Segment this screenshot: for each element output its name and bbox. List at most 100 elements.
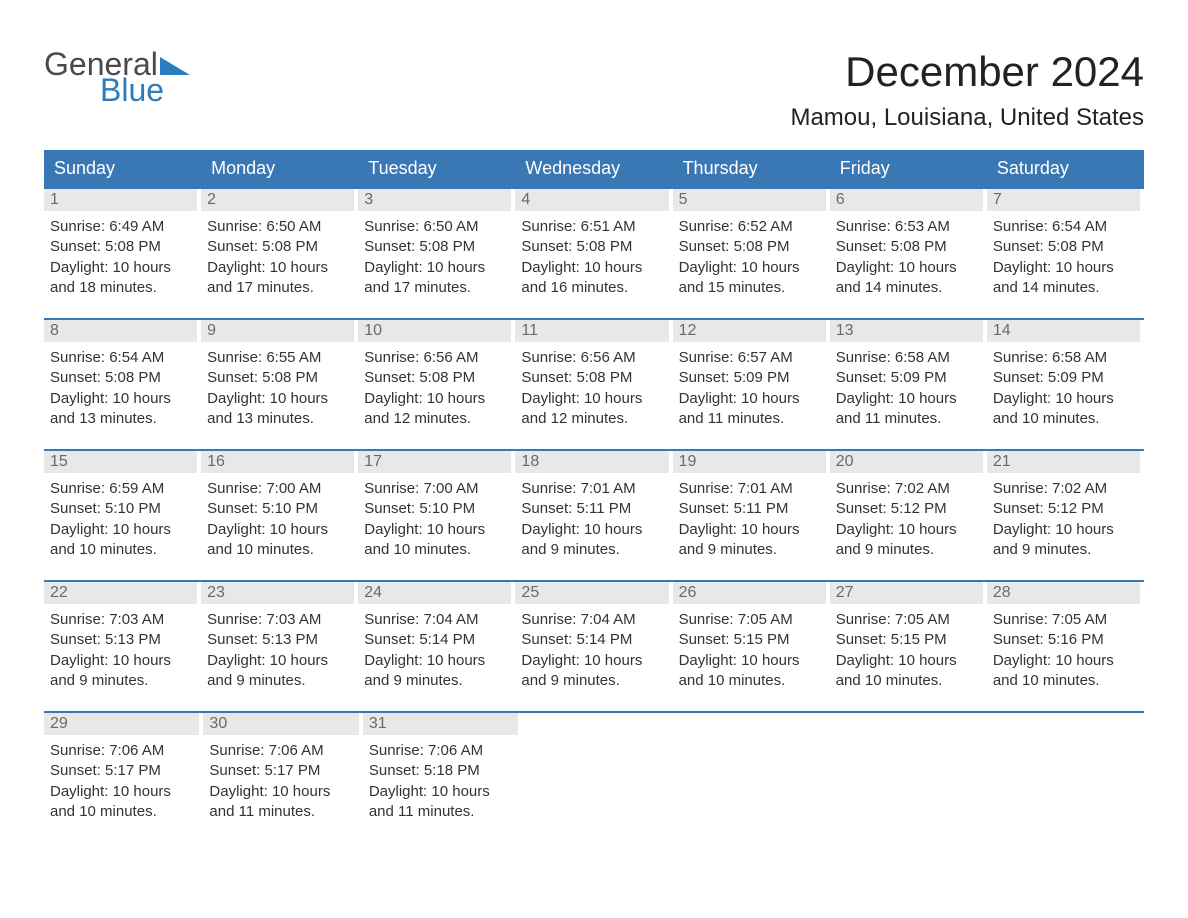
day-content: Sunrise: 6:56 AMSunset: 5:08 PMDaylight:… [358,342,511,433]
day-number: 3 [358,189,511,211]
day-content: Sunrise: 6:59 AMSunset: 5:10 PMDaylight:… [44,473,197,564]
day-cell: 12Sunrise: 6:57 AMSunset: 5:09 PMDayligh… [673,320,830,433]
day-cell: 19Sunrise: 7:01 AMSunset: 5:11 PMDayligh… [673,451,830,564]
day-number: 26 [673,582,826,604]
day-cell: 26Sunrise: 7:05 AMSunset: 5:15 PMDayligh… [673,582,830,695]
week-row: 1Sunrise: 6:49 AMSunset: 5:08 PMDaylight… [44,187,1144,302]
day-number: 5 [673,189,826,211]
day-number: 12 [673,320,826,342]
day-content: Sunrise: 7:06 AMSunset: 5:18 PMDaylight:… [363,735,518,826]
day-content: Sunrise: 7:01 AMSunset: 5:11 PMDaylight:… [515,473,668,564]
calendar: SundayMondayTuesdayWednesdayThursdayFrid… [44,150,1144,826]
week-row: 22Sunrise: 7:03 AMSunset: 5:13 PMDayligh… [44,580,1144,695]
month-title: December 2024 [790,48,1144,96]
day-content: Sunrise: 7:03 AMSunset: 5:13 PMDaylight:… [201,604,354,695]
day-cell: 27Sunrise: 7:05 AMSunset: 5:15 PMDayligh… [830,582,987,695]
day-content: Sunrise: 7:05 AMSunset: 5:15 PMDaylight:… [830,604,983,695]
empty-day [522,713,677,826]
location-text: Mamou, Louisiana, United States [790,104,1144,132]
day-content: Sunrise: 6:49 AMSunset: 5:08 PMDaylight:… [44,211,197,302]
day-header-tuesday: Tuesday [358,150,515,187]
day-cell: 13Sunrise: 6:58 AMSunset: 5:09 PMDayligh… [830,320,987,433]
day-number: 15 [44,451,197,473]
day-cell: 16Sunrise: 7:00 AMSunset: 5:10 PMDayligh… [201,451,358,564]
day-header-wednesday: Wednesday [515,150,672,187]
day-cell: 10Sunrise: 6:56 AMSunset: 5:08 PMDayligh… [358,320,515,433]
day-cell: 15Sunrise: 6:59 AMSunset: 5:10 PMDayligh… [44,451,201,564]
day-content: Sunrise: 7:00 AMSunset: 5:10 PMDaylight:… [201,473,354,564]
day-content: Sunrise: 6:50 AMSunset: 5:08 PMDaylight:… [358,211,511,302]
day-cell: 31Sunrise: 7:06 AMSunset: 5:18 PMDayligh… [363,713,522,826]
day-number: 24 [358,582,511,604]
day-number: 13 [830,320,983,342]
day-content: Sunrise: 7:02 AMSunset: 5:12 PMDaylight:… [987,473,1140,564]
day-number: 4 [515,189,668,211]
day-content: Sunrise: 6:50 AMSunset: 5:08 PMDaylight:… [201,211,354,302]
day-content: Sunrise: 6:55 AMSunset: 5:08 PMDaylight:… [201,342,354,433]
day-content: Sunrise: 7:05 AMSunset: 5:15 PMDaylight:… [673,604,826,695]
day-cell: 3Sunrise: 6:50 AMSunset: 5:08 PMDaylight… [358,189,515,302]
day-cell: 9Sunrise: 6:55 AMSunset: 5:08 PMDaylight… [201,320,358,433]
day-header-thursday: Thursday [673,150,830,187]
day-number: 17 [358,451,511,473]
week-row: 8Sunrise: 6:54 AMSunset: 5:08 PMDaylight… [44,318,1144,433]
day-number: 16 [201,451,354,473]
day-header-saturday: Saturday [987,150,1144,187]
day-header-monday: Monday [201,150,358,187]
day-cell: 25Sunrise: 7:04 AMSunset: 5:14 PMDayligh… [515,582,672,695]
day-cell: 20Sunrise: 7:02 AMSunset: 5:12 PMDayligh… [830,451,987,564]
logo: General Blue [44,48,190,106]
day-number: 30 [203,713,358,735]
empty-day [678,713,833,826]
day-content: Sunrise: 7:04 AMSunset: 5:14 PMDaylight:… [358,604,511,695]
header-region: General Blue December 2024 Mamou, Louisi… [44,48,1144,132]
day-number: 27 [830,582,983,604]
day-cell: 7Sunrise: 6:54 AMSunset: 5:08 PMDaylight… [987,189,1144,302]
day-content: Sunrise: 7:04 AMSunset: 5:14 PMDaylight:… [515,604,668,695]
day-content: Sunrise: 6:56 AMSunset: 5:08 PMDaylight:… [515,342,668,433]
day-number: 1 [44,189,197,211]
day-content: Sunrise: 6:51 AMSunset: 5:08 PMDaylight:… [515,211,668,302]
day-cell: 14Sunrise: 6:58 AMSunset: 5:09 PMDayligh… [987,320,1144,433]
day-cell: 24Sunrise: 7:04 AMSunset: 5:14 PMDayligh… [358,582,515,695]
day-content: Sunrise: 7:00 AMSunset: 5:10 PMDaylight:… [358,473,511,564]
day-header-row: SundayMondayTuesdayWednesdayThursdayFrid… [44,150,1144,187]
day-content: Sunrise: 7:05 AMSunset: 5:16 PMDaylight:… [987,604,1140,695]
day-cell: 8Sunrise: 6:54 AMSunset: 5:08 PMDaylight… [44,320,201,433]
empty-day [989,713,1144,826]
day-cell: 18Sunrise: 7:01 AMSunset: 5:11 PMDayligh… [515,451,672,564]
day-number: 7 [987,189,1140,211]
day-number: 14 [987,320,1140,342]
day-cell: 28Sunrise: 7:05 AMSunset: 5:16 PMDayligh… [987,582,1144,695]
day-content: Sunrise: 7:06 AMSunset: 5:17 PMDaylight:… [44,735,199,826]
day-content: Sunrise: 7:02 AMSunset: 5:12 PMDaylight:… [830,473,983,564]
day-number: 2 [201,189,354,211]
day-number: 10 [358,320,511,342]
day-cell: 22Sunrise: 7:03 AMSunset: 5:13 PMDayligh… [44,582,201,695]
day-number: 25 [515,582,668,604]
day-cell: 23Sunrise: 7:03 AMSunset: 5:13 PMDayligh… [201,582,358,695]
day-number: 31 [363,713,518,735]
day-content: Sunrise: 6:58 AMSunset: 5:09 PMDaylight:… [987,342,1140,433]
day-number: 29 [44,713,199,735]
day-content: Sunrise: 7:03 AMSunset: 5:13 PMDaylight:… [44,604,197,695]
empty-day [833,713,988,826]
day-number: 19 [673,451,826,473]
day-cell: 1Sunrise: 6:49 AMSunset: 5:08 PMDaylight… [44,189,201,302]
week-row: 15Sunrise: 6:59 AMSunset: 5:10 PMDayligh… [44,449,1144,564]
day-number: 8 [44,320,197,342]
day-content: Sunrise: 6:52 AMSunset: 5:08 PMDaylight:… [673,211,826,302]
day-cell: 4Sunrise: 6:51 AMSunset: 5:08 PMDaylight… [515,189,672,302]
day-number: 11 [515,320,668,342]
day-number: 23 [201,582,354,604]
day-cell: 11Sunrise: 6:56 AMSunset: 5:08 PMDayligh… [515,320,672,433]
day-header-friday: Friday [830,150,987,187]
day-content: Sunrise: 6:58 AMSunset: 5:09 PMDaylight:… [830,342,983,433]
day-number: 9 [201,320,354,342]
day-number: 22 [44,582,197,604]
day-cell: 2Sunrise: 6:50 AMSunset: 5:08 PMDaylight… [201,189,358,302]
logo-text-blue: Blue [100,74,190,106]
day-number: 28 [987,582,1140,604]
day-cell: 5Sunrise: 6:52 AMSunset: 5:08 PMDaylight… [673,189,830,302]
day-number: 21 [987,451,1140,473]
